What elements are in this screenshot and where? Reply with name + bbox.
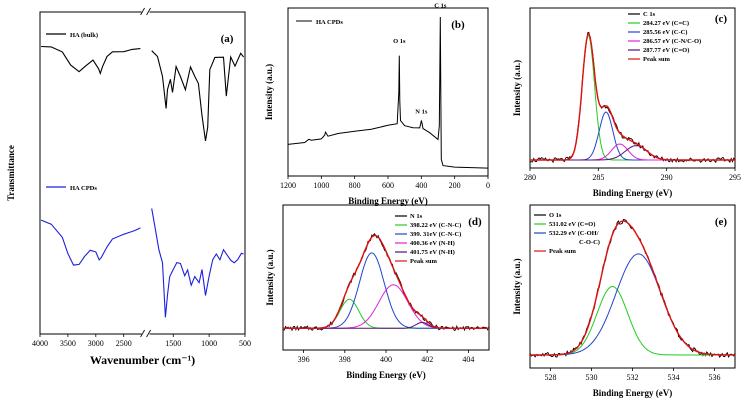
series-line-raw [529,31,736,164]
series-line-1 [40,219,141,266]
panel-a-xtick-label: 2500 [116,339,132,348]
panel-a-xtick-label: 1500 [165,339,181,348]
series-line-1 [151,208,244,318]
panel-d-xtick-label: 404 [462,355,474,364]
legend-label: 400.36 eV (N-H) [410,240,455,247]
panel-c-xtick-label: 285 [592,173,604,182]
legend-label: 285.56 eV (C-C) [643,29,687,36]
legend-label: 398.22 eV (C-N-C) [410,222,461,229]
panel-b-xtick-label: 1000 [313,181,329,190]
panel-d-xtick-label: 398 [339,355,351,364]
axis-break-mark [146,329,151,338]
series-line-survey [287,16,489,169]
legend-label: HA CPDs [316,19,343,26]
y-axis-label: Transmittance [6,145,16,201]
panel-c: 280 285 290 295 C 1s 284.27 eV (C=C) 285.56 eV… [512,7,741,198]
panel-label: (d) [468,216,482,228]
panel-a-xtick-label: 3000 [88,339,104,348]
legend-label: O 1s [549,212,562,219]
panel-e-xtick-label: 534 [668,373,680,382]
panel-label: (b) [451,19,465,31]
x-axis-label: Binding Energy (eV) [593,188,673,198]
legend-label: 532.29 eV (C-OH/C-O-C) [549,230,600,246]
legend-label: 531.02 eV (C=O) [549,221,595,228]
panel-a-xtick-label: 1000 [201,339,217,348]
y-axis-label: Intensity (a.u.) [265,249,275,305]
series-line-0 [151,50,245,141]
legend-label: HA (bulk) [70,32,98,39]
panel-label: (c) [715,13,728,25]
panel-c-xtick-label: 280 [524,173,536,182]
x-axis-label: Wavenumber (cm⁻¹) [90,353,195,367]
panel-a-xtick-label: 4000 [32,339,48,348]
panel-b-xtick-label: 0 [486,181,490,190]
panel-e-xtick-label: 536 [709,373,721,382]
x-axis-label: Binding Energy (eV) [348,196,428,206]
peak-annotation: N 1s [415,109,428,116]
series-line-0 [283,298,489,329]
panel-a: 4000 3500 3000 2500 1500 1000 500 HA (bulk) HA C… [6,7,251,367]
panel-b-frame [287,7,489,177]
series-line-peak-sum [530,32,735,161]
panel-c-xtick-label: 290 [661,173,673,182]
panel-d: 396 398 400 402 404 N 1s 398.22 eV (C-N-C) 399.… [265,204,490,380]
series-line-raw [529,218,736,359]
y-axis-label: Intensity (a.u.) [512,60,522,116]
y-axis-label: Intensity (a.u.) [512,258,522,314]
axis-break-gap [141,9,150,15]
panel-b-xtick-label: 400 [415,181,427,190]
axis-break-gap [141,331,150,337]
peak-annotation: O 1s [393,38,406,45]
peak-annotation: C 1s [434,3,447,10]
series-line-raw [282,233,490,332]
series-line-peak-sum [283,234,489,329]
panel-e-xtick-label: 528 [545,373,557,382]
legend-label: Peak sum [643,56,670,63]
panel-e-xtick-label: 530 [586,373,598,382]
legend-label: 399. 31eV (C-N-C) [410,231,461,238]
series-line-0 [530,285,735,356]
legend-label: N 1s [410,213,423,220]
legend-label: Peak sum [549,248,576,255]
series-line-3 [530,145,735,161]
x-axis-label: Binding Energy (eV) [346,370,426,380]
series-line-peak-sum [530,220,735,356]
panel-label: (e) [715,216,728,228]
series-line-1 [530,111,735,161]
legend-label: C 1s [643,11,656,18]
axis-break-mark [140,7,145,16]
legend-label: HA CPDs [70,185,97,192]
panel-a-xtick-label: 500 [239,339,251,348]
legend-label: 287.77 eV (C=O) [643,47,689,54]
series-line-0 [41,45,141,76]
panel-e: 528 530 532 534 536 O 1s 531.02 eV (C=O) 532.29… [512,204,736,398]
panel-a-xtick-label: 3500 [60,339,76,348]
panel-d-xtick-label: 396 [298,355,310,364]
panel-c-xtick-label: 295 [729,173,741,182]
panel-b-xtick-label: 200 [449,181,461,190]
legend-label: 284.27 eV (C=C) [643,20,689,27]
legend-label: Peak sum [410,258,437,265]
panel-e-xtick-label: 532 [627,373,639,382]
panel-label: (a) [221,33,234,45]
axis-break-mark [146,7,151,16]
panel-b-xtick-label: 1200 [280,181,296,190]
legend-label: 401.75 eV (N-H) [410,249,455,256]
x-axis-label: Binding Energy (eV) [593,388,673,398]
series-line-1 [530,253,735,356]
panel-d-xtick-label: 402 [421,355,433,364]
legend-label: 286.57 eV (C-N/C-O) [643,38,701,45]
axis-break-mark [140,329,145,338]
panel-c-frame [529,7,736,169]
y-axis-label: Intensity (a.u.) [264,64,274,120]
panel-b-xtick-label: 800 [349,181,361,190]
panel-d-xtick-label: 400 [380,355,392,364]
panel-b: 1200 1000 800 600 400 200 0 HA CPDs O 1s N 1s C 1s… [264,3,490,206]
series-line-2 [283,284,489,329]
panel-b-xtick-label: 600 [382,181,394,190]
